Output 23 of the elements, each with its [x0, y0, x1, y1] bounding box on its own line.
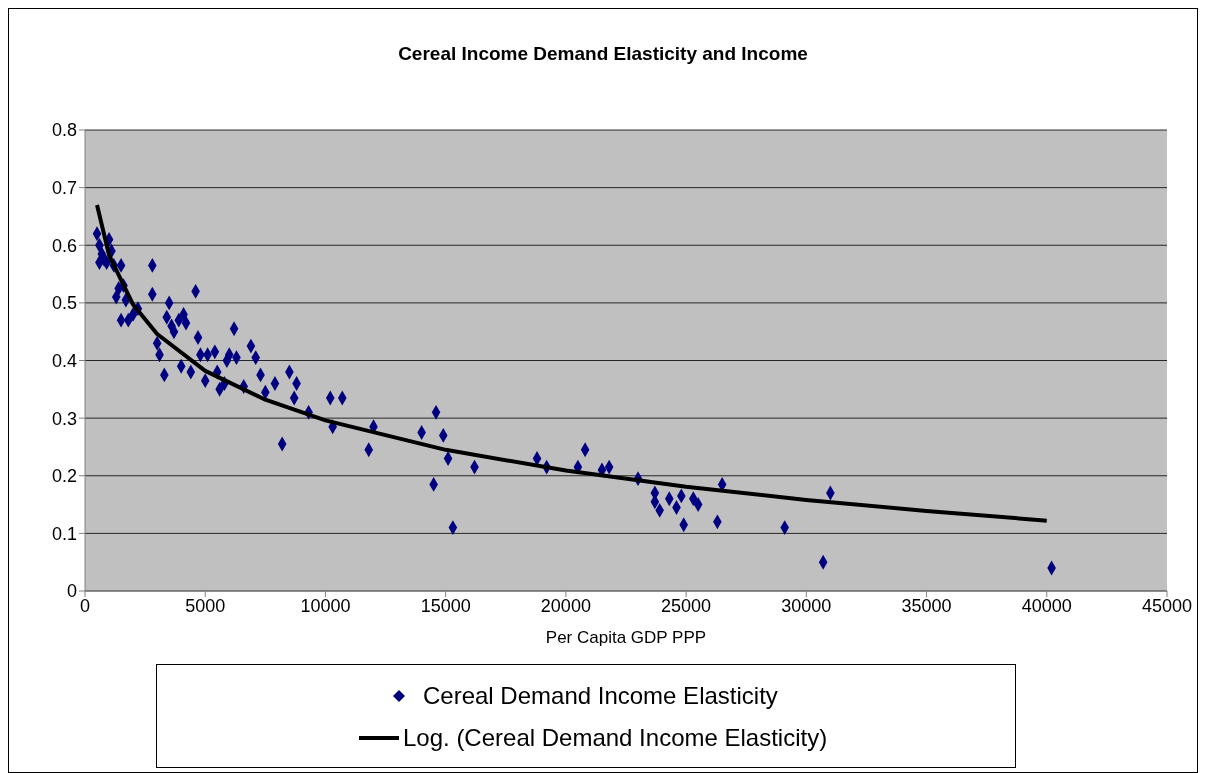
x-tick-label: 0: [79, 595, 91, 616]
x-tick-label: 30000: [781, 595, 832, 616]
x-tick-label: 35000: [901, 595, 952, 616]
x-tick-label: 15000: [420, 595, 471, 616]
x-tick-label: 45000: [1141, 595, 1193, 616]
x-axis-title: Per Capita GDP PPP: [545, 628, 707, 647]
y-tick-label: 0.8: [51, 120, 77, 141]
x-tick-label: 40000: [1021, 595, 1072, 616]
y-tick-label: 0.7: [51, 178, 77, 199]
y-tick-label: 0.2: [51, 466, 77, 487]
y-tick-label: 0.1: [51, 523, 77, 544]
x-tick-label: 5000: [185, 595, 226, 616]
y-tick-label: 0.3: [51, 408, 77, 429]
x-tick-label: 20000: [540, 595, 591, 616]
legend-label: Log. (Cereal Demand Income Elasticity): [403, 724, 828, 752]
y-tick-label: 0.5: [51, 293, 77, 314]
x-tick-label: 25000: [661, 595, 712, 616]
legend-label: Cereal Demand Income Elasticity: [423, 682, 778, 710]
y-tick-label: 0.6: [51, 235, 77, 256]
y-tick-label: 0.4: [51, 350, 77, 371]
y-tick-label: 0: [66, 581, 77, 602]
chart-title: Cereal Income Demand Elasticity and Income: [397, 43, 809, 65]
x-tick-label: 10000: [300, 595, 351, 616]
